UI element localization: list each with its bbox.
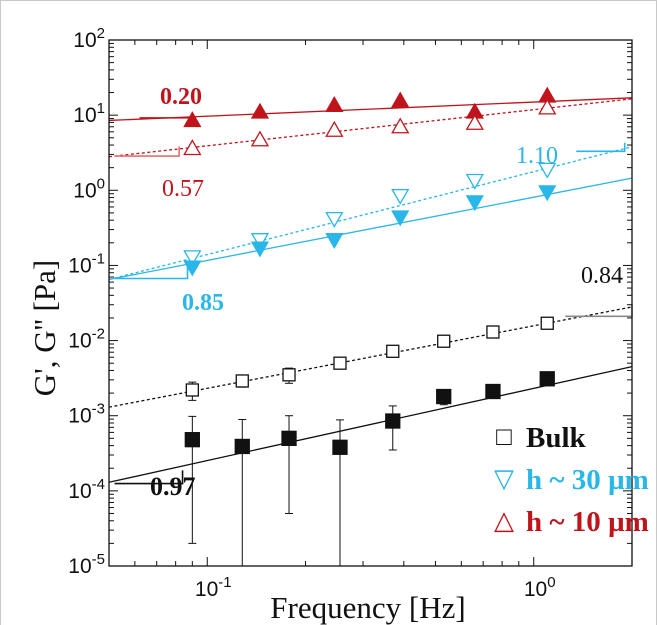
marker-blue_open <box>391 188 410 205</box>
tick-base: 10 <box>195 578 218 601</box>
marker-blue_open <box>465 173 484 190</box>
slope-triangle-1 <box>114 146 180 157</box>
marker-bulk_filled <box>385 413 401 429</box>
legend-label-1: h ~ 30 µm <box>526 464 649 496</box>
legend-symbol-0: □ <box>496 421 512 451</box>
marker-bulk_open <box>282 368 296 382</box>
x-tick-label: 10-1 <box>195 574 232 601</box>
marker-red_open <box>465 113 484 130</box>
marker-bulk_open <box>437 334 451 348</box>
slope-triangle-4 <box>565 304 633 318</box>
tick-base: 10 <box>68 254 91 277</box>
marker-blue_filled <box>250 241 270 258</box>
tick-base: 10 <box>68 480 91 503</box>
marker-red_filled <box>250 102 270 119</box>
tick-exponent: -1 <box>92 250 105 267</box>
tick-exponent: -4 <box>92 476 105 493</box>
y-tick-label: 10-3 <box>68 401 105 428</box>
marker-red_open <box>325 120 344 137</box>
marker-bulk_filled <box>281 430 297 446</box>
marker-blue_filled <box>325 233 344 250</box>
slope-triangle-3 <box>114 266 189 280</box>
marker-blue_filled <box>465 195 484 212</box>
marker-bulk_filled <box>184 432 200 448</box>
marker-bulk_open <box>333 356 347 370</box>
marker-bulk_open <box>386 344 400 358</box>
marker-red_filled <box>183 111 202 128</box>
marker-blue_filled <box>183 260 202 277</box>
x-tick-label: 100 <box>524 574 556 601</box>
marker-bulk_open <box>540 316 554 330</box>
tick-base: 10 <box>68 555 91 578</box>
marker-red_open <box>250 130 270 147</box>
data-markers <box>183 86 557 455</box>
slope-labels: 0.20 0.57 1.10 0.85 0.84 0.97 <box>150 84 623 501</box>
legend-label-0: Bulk <box>526 422 587 454</box>
slope-triangle-5 <box>114 470 184 485</box>
y-tick-label: 10-2 <box>68 326 105 353</box>
legend-label-2: h ~ 10 µm <box>526 506 649 538</box>
tick-exponent: 1 <box>97 100 105 117</box>
legend-symbol-2: △ <box>494 505 514 535</box>
legend: □ Bulk ▽ h ~ 30 µm △ h ~ 10 µm <box>494 421 649 538</box>
tick-exponent: -5 <box>92 551 105 568</box>
tick-exponent: -3 <box>92 401 105 418</box>
marker-red_open <box>391 117 410 134</box>
legend-symbol-1: ▽ <box>494 463 514 493</box>
marker-blue_open <box>250 233 270 250</box>
marker-bulk_filled <box>485 383 501 400</box>
y-axis-label: G', G'' [Pa] <box>27 260 62 396</box>
marker-blue_open <box>538 162 557 179</box>
tick-exponent: -2 <box>92 326 105 343</box>
marker-red_open <box>538 98 557 115</box>
slope-label-1-10: 1.10 <box>516 143 558 169</box>
marker-blue_filled <box>391 210 410 227</box>
tick-base: 10 <box>68 405 91 428</box>
slope-label-0-84: 0.84 <box>581 263 623 289</box>
tick-base: 10 <box>524 578 547 601</box>
tick-exponent: 0 <box>97 175 105 192</box>
x-axis-label: Frequency [Hz] <box>270 590 465 625</box>
marker-red_open <box>183 139 202 156</box>
tick-exponent: -1 <box>218 574 231 591</box>
y-tick-label: 10-4 <box>68 476 105 503</box>
marker-blue_filled <box>538 185 557 202</box>
marker-bulk_filled <box>436 388 452 405</box>
slope-triangle-0 <box>139 113 194 119</box>
y-tick-label: 100 <box>73 175 105 202</box>
tick-base: 10 <box>73 29 96 52</box>
plot-frame <box>108 39 633 567</box>
marker-red_filled <box>325 96 344 112</box>
tick-exponent: 2 <box>97 25 105 42</box>
slope-label-0-97: 0.97 <box>150 472 196 501</box>
marker-bulk_filled <box>539 371 555 387</box>
slope-label-0-85: 0.85 <box>182 290 224 316</box>
marker-bulk_open <box>486 325 500 339</box>
marker-red_filled <box>391 91 410 108</box>
y-tick-label: 10-5 <box>68 551 105 578</box>
axes <box>108 39 633 567</box>
tick-base: 10 <box>68 330 91 353</box>
y-tick-label: 10-1 <box>68 250 105 277</box>
marker-blue_open <box>183 250 202 267</box>
slope-triangle-2 <box>576 142 626 153</box>
marker-bulk_filled <box>332 439 348 455</box>
marker-bulk_open <box>185 383 199 397</box>
marker-bulk_filled <box>234 438 250 455</box>
slope-label-0-57: 0.57 <box>162 176 204 202</box>
marker-bulk_open <box>235 374 249 388</box>
slope-label-0-20: 0.20 <box>160 84 202 110</box>
y-tick-label: 101 <box>73 100 105 127</box>
marker-blue_open <box>325 211 344 228</box>
y-tick-label: 102 <box>73 25 105 52</box>
tick-base: 10 <box>73 179 96 202</box>
tick-base: 10 <box>73 104 96 127</box>
tick-exponent: 0 <box>547 574 555 591</box>
